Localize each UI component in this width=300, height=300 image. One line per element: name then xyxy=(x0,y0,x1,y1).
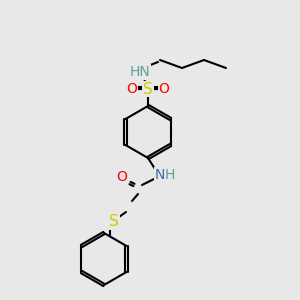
Text: O: O xyxy=(127,82,137,96)
Text: S: S xyxy=(143,82,153,97)
Text: O: O xyxy=(117,170,128,184)
Text: O: O xyxy=(159,82,170,96)
Text: N: N xyxy=(155,168,165,182)
Text: H: H xyxy=(165,168,175,182)
Text: HN: HN xyxy=(130,65,150,79)
Text: S: S xyxy=(109,214,119,230)
